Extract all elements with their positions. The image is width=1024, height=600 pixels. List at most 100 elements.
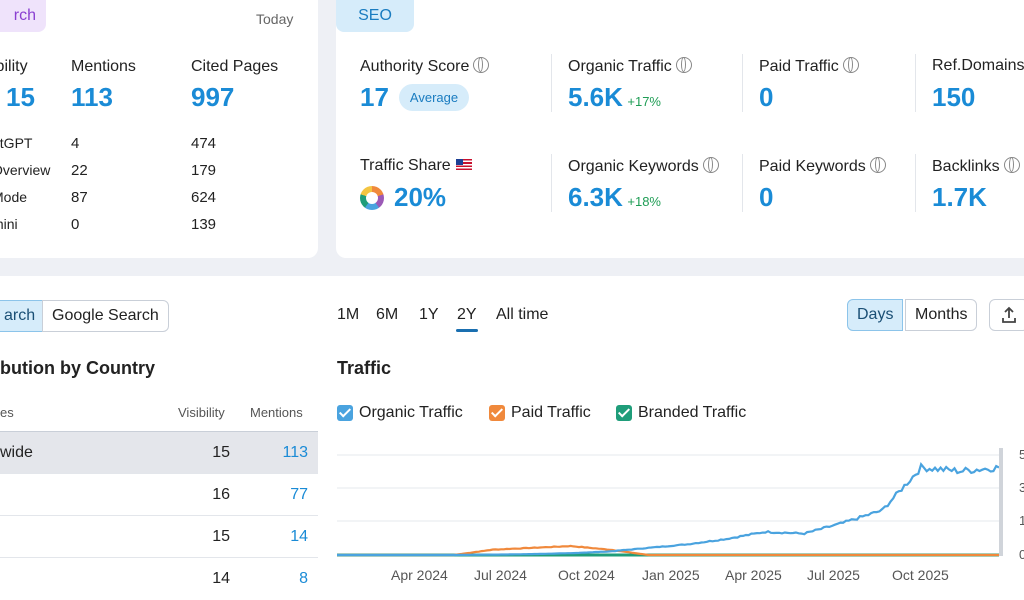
granularity-months[interactable]: Months (905, 299, 978, 331)
period-1m[interactable]: 1M (337, 306, 360, 323)
source-mentions[interactable]: 22 (71, 162, 88, 179)
legend-organic[interactable]: Organic Traffic (337, 404, 463, 422)
ai-search-card: rch Today ibility 15 Mentions 113 Cited … (0, 0, 318, 258)
mentions-value: 113 (71, 82, 113, 112)
mentions-label: Mentions (71, 58, 136, 75)
traffic-share-label: Traffic Share (360, 157, 472, 175)
country-visibility: 14 (212, 570, 230, 587)
x-tick-label: Apr 2024 (391, 567, 448, 583)
divider (742, 54, 743, 112)
source-name: atGPT (0, 135, 33, 151)
organic-keywords-label: Organic Keywords (568, 157, 719, 176)
source-cited[interactable]: 179 (191, 162, 217, 179)
col-header-visibility[interactable]: Visibility (178, 405, 225, 420)
authority-score-label: Authority Score (360, 57, 490, 76)
ai-tab-label[interactable]: rch (0, 0, 46, 32)
source-name: Overview (0, 162, 51, 178)
country-mentions[interactable]: 14 (290, 528, 308, 545)
x-tick-label: Jul 2025 (807, 567, 860, 583)
country-mentions[interactable]: 77 (290, 486, 308, 503)
traffic-share-value: 20% (394, 182, 447, 212)
period-1y[interactable]: 1Y (419, 306, 439, 323)
series-line-organic-traffic (337, 462, 1000, 557)
granularity-days[interactable]: Days (847, 299, 904, 331)
header-divider (0, 431, 318, 432)
export-button[interactable] (989, 299, 1024, 331)
distribution-title: bution by Country (0, 358, 155, 378)
col-header-mentions[interactable]: Mentions (250, 405, 303, 420)
country-visibility: 15 (212, 528, 230, 545)
x-tick-label: Jul 2024 (474, 567, 527, 583)
organic-traffic-value[interactable]: 5.6K (568, 82, 623, 112)
divider (551, 54, 552, 112)
paid-keywords-value[interactable]: 0 (759, 182, 774, 212)
authority-badge: Average (398, 84, 470, 111)
divider (742, 154, 743, 212)
table-row[interactable]: wide 15 113 (0, 432, 318, 474)
source-cited[interactable]: 139 (191, 216, 217, 233)
source-cited[interactable]: 624 (191, 189, 217, 206)
upload-icon (1002, 306, 1016, 323)
ai-search-toggle[interactable]: arch (0, 300, 46, 332)
source-mentions[interactable]: 0 (71, 216, 80, 233)
organic-traffic-row: 5.6K +17% (568, 82, 661, 113)
authority-score-value: 17 (360, 82, 389, 112)
backlinks-value[interactable]: 1.7K (932, 182, 987, 212)
seo-tab-label[interactable]: SEO (336, 0, 414, 32)
organic-traffic-label: Organic Traffic (568, 57, 692, 76)
checkbox-icon (337, 405, 353, 421)
divider (551, 154, 552, 212)
organic-keywords-row: 6.3K +18% (568, 182, 661, 213)
cited-pages-label: Cited Pages (191, 58, 279, 75)
country-mentions[interactable]: 8 (299, 570, 308, 587)
visibility-label: ibility (0, 58, 28, 75)
chart-scrollbar[interactable] (999, 448, 1003, 556)
country-visibility: 15 (212, 444, 230, 461)
source-name: Mode (0, 189, 28, 205)
x-tick-label: Oct 2024 (558, 567, 615, 583)
country-mentions[interactable]: 113 (282, 444, 308, 461)
chart-series (337, 462, 1000, 557)
organic-traffic-delta: +17% (627, 94, 661, 109)
y-tick-label: 1 (1019, 513, 1024, 528)
globe-icon (1003, 157, 1020, 173)
x-tick-label: Jan 2025 (642, 567, 700, 583)
table-row[interactable]: 14 8 (0, 558, 318, 600)
date-label: Today (256, 11, 294, 27)
table-row[interactable]: 16 77 (0, 474, 318, 516)
x-tick-label: Apr 2025 (725, 567, 782, 583)
organic-keywords-value[interactable]: 6.3K (568, 182, 623, 212)
visibility-value: 15 (6, 82, 35, 112)
traffic-chart-title: Traffic (337, 358, 392, 378)
country-visibility: 16 (212, 486, 230, 503)
paid-traffic-value[interactable]: 0 (759, 82, 774, 112)
source-cited[interactable]: 474 (191, 135, 217, 152)
source-mentions[interactable]: 4 (71, 135, 80, 152)
divider (915, 154, 916, 212)
source-name: mini (0, 216, 18, 232)
cited-pages-value: 997 (191, 82, 235, 112)
globe-icon (842, 57, 859, 73)
legend-branded[interactable]: Branded Traffic (616, 404, 746, 422)
period-2y[interactable]: 2Y (457, 306, 477, 323)
period-6m[interactable]: 6M (376, 306, 399, 323)
globe-icon (675, 57, 692, 73)
traffic-share-row: 20% (360, 182, 446, 213)
google-search-toggle[interactable]: Google Search (42, 300, 169, 332)
donut-icon (360, 185, 384, 210)
x-tick-label: Oct 2025 (892, 567, 949, 583)
traffic-chart[interactable] (337, 450, 1024, 560)
period-all-time[interactable]: All time (496, 306, 549, 323)
seo-card: SEO Authority Score 17 Average Organic T… (336, 0, 1024, 258)
ref-domains-value[interactable]: 150 (932, 82, 976, 112)
divider (915, 54, 916, 112)
globe-icon (869, 157, 886, 173)
legend-paid[interactable]: Paid Traffic (489, 404, 591, 422)
y-tick-label: 5 (1019, 447, 1024, 462)
organic-keywords-delta: +18% (627, 194, 661, 209)
authority-score-row: 17 Average (360, 82, 470, 113)
backlinks-label: Backlinks (932, 157, 1020, 176)
table-row[interactable]: 15 14 (0, 516, 318, 558)
globe-icon (473, 57, 490, 73)
source-mentions[interactable]: 87 (71, 189, 88, 206)
